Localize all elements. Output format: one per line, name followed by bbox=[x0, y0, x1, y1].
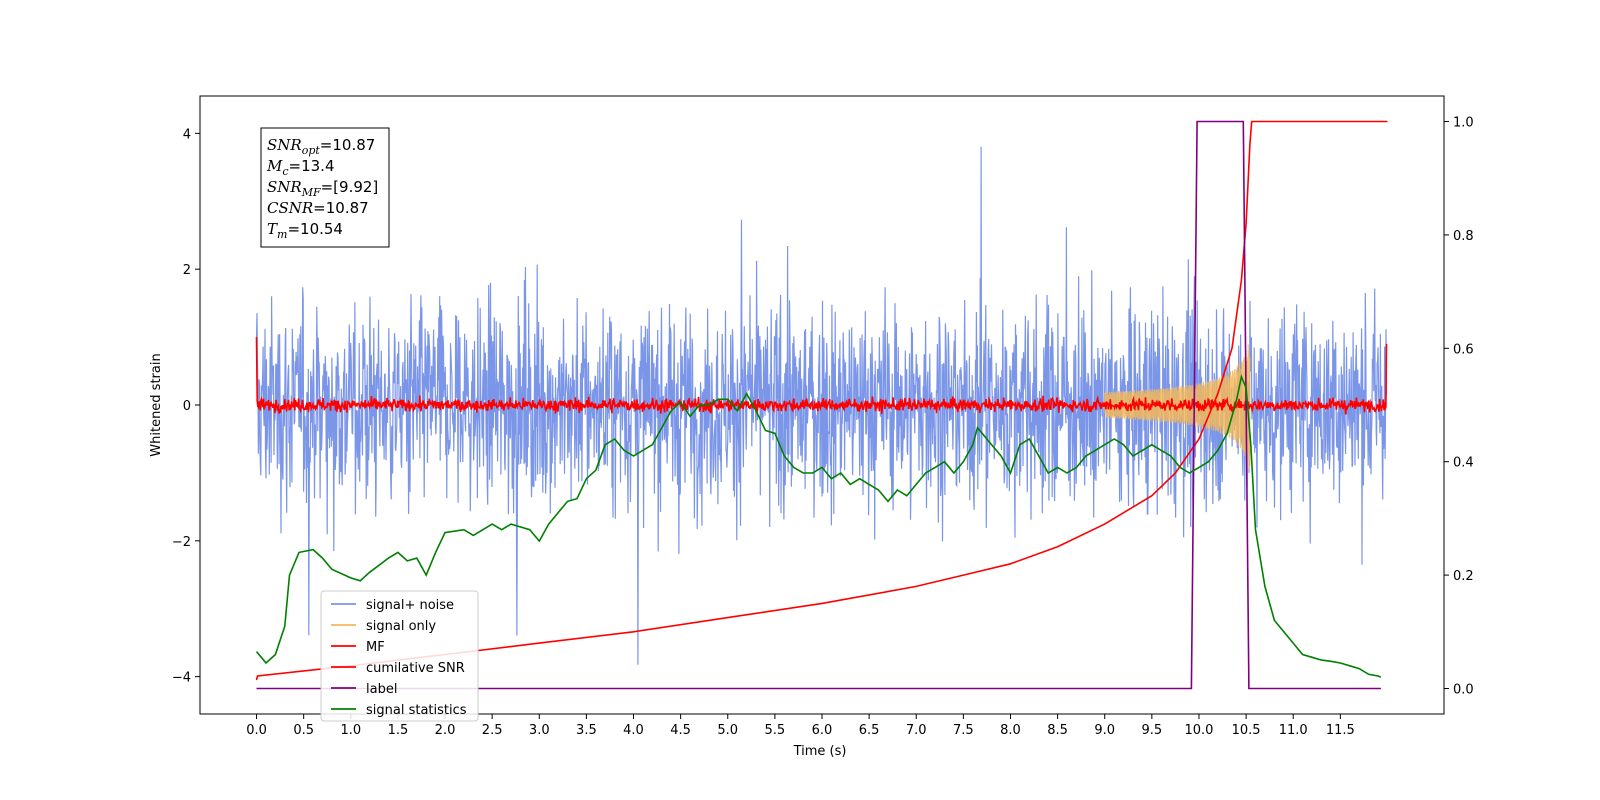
y2-tick-label: 0.4 bbox=[1453, 456, 1474, 471]
series-signal-noise-line bbox=[255, 146, 1388, 665]
legend-label: signal only bbox=[366, 619, 436, 634]
x-tick-label: 1.5 bbox=[388, 723, 409, 738]
x-tick-label: 3.0 bbox=[529, 723, 550, 738]
x-tick-label: 8.5 bbox=[1047, 723, 1068, 738]
x-tick-label: 0.5 bbox=[293, 723, 314, 738]
legend-label: MF bbox=[366, 640, 385, 655]
x-tick-label: 9.0 bbox=[1094, 723, 1115, 738]
signal-noise-layer bbox=[255, 146, 1388, 665]
x-axis-title: Time (s) bbox=[793, 744, 847, 759]
y2-tick-label: 0.8 bbox=[1453, 229, 1474, 244]
x-tick-label: 5.0 bbox=[717, 723, 738, 738]
x-tick-label: 10.0 bbox=[1184, 723, 1213, 738]
y2-tick-label: 1.0 bbox=[1453, 116, 1474, 131]
legend-label: label bbox=[366, 682, 397, 697]
x-tick-label: 7.5 bbox=[953, 723, 974, 738]
x-tick-label: 5.5 bbox=[765, 723, 786, 738]
x-tick-label: 9.5 bbox=[1142, 723, 1163, 738]
annotation-frame bbox=[260, 127, 390, 248]
x-tick-label: 4.0 bbox=[623, 723, 644, 738]
x-tick-label: 8.0 bbox=[1000, 723, 1021, 738]
legend: signal+ noise signal only MF cumilative SNR… bbox=[320, 590, 479, 722]
annotation-line: SNRMF=[9.92] bbox=[267, 178, 378, 199]
y-axis-title: Whitened strain bbox=[149, 353, 164, 456]
x-tick-label: 11.0 bbox=[1279, 723, 1308, 738]
x-axis: 0.0 0.5 1.0 1.5 2.0 2.5 3.0 3.5 4.0 4.5 5.0 5.5 6.0 6… bbox=[246, 714, 1355, 738]
y-tick-label: 2 bbox=[183, 263, 191, 278]
y2-tick-label: 0.0 bbox=[1453, 682, 1474, 697]
x-tick-label: 11.5 bbox=[1326, 723, 1355, 738]
annotation-line: Tm=10.54 bbox=[267, 220, 343, 241]
series-signal-statistics-line bbox=[255, 374, 1382, 678]
signal-only-layer bbox=[1104, 344, 1251, 470]
metrics-annotation-box: SNRopt=10.87Mc=13.4SNRMF=[9.92]CSNR=10.8… bbox=[260, 127, 390, 248]
y-axis-left: −4 −2 0 2 4 bbox=[172, 127, 200, 686]
y-tick-label: −2 bbox=[172, 535, 191, 550]
y-tick-label: 0 bbox=[183, 399, 191, 414]
x-tick-label: 6.5 bbox=[859, 723, 880, 738]
y2-tick-label: 0.2 bbox=[1453, 569, 1474, 584]
x-tick-label: 1.0 bbox=[340, 723, 361, 738]
annotation-line: CSNR=10.87 bbox=[267, 199, 369, 217]
x-tick-label: 4.5 bbox=[670, 723, 691, 738]
right-axis-series-layer bbox=[255, 120, 1388, 690]
legend-label: cumilative SNR bbox=[366, 661, 465, 676]
annotation-line: SNRopt=10.87 bbox=[267, 136, 375, 157]
x-tick-label: 10.5 bbox=[1232, 723, 1261, 738]
annotation-line: Mc=13.4 bbox=[266, 157, 335, 178]
x-tick-label: 3.5 bbox=[576, 723, 597, 738]
x-tick-label: 2.0 bbox=[435, 723, 456, 738]
legend-label: signal statistics bbox=[366, 703, 467, 718]
series-cumilative-snr-line bbox=[255, 120, 1388, 681]
series-signal-only-line bbox=[1104, 344, 1251, 470]
x-tick-label: 2.5 bbox=[482, 723, 503, 738]
series-mf-line bbox=[255, 337, 1388, 415]
mf-layer bbox=[255, 337, 1388, 415]
y-axis-right: 0.0 0.2 0.4 0.6 0.8 1.0 bbox=[1444, 116, 1474, 697]
y-tick-label: −4 bbox=[172, 671, 191, 686]
y2-tick-label: 0.6 bbox=[1453, 342, 1474, 357]
x-tick-label: 0.0 bbox=[246, 723, 267, 738]
legend-frame bbox=[320, 590, 479, 722]
x-tick-label: 7.0 bbox=[906, 723, 927, 738]
legend-label: signal+ noise bbox=[366, 598, 454, 613]
x-tick-label: 6.0 bbox=[812, 723, 833, 738]
y-tick-label: 4 bbox=[183, 127, 191, 142]
series-label-line bbox=[256, 120, 1381, 690]
